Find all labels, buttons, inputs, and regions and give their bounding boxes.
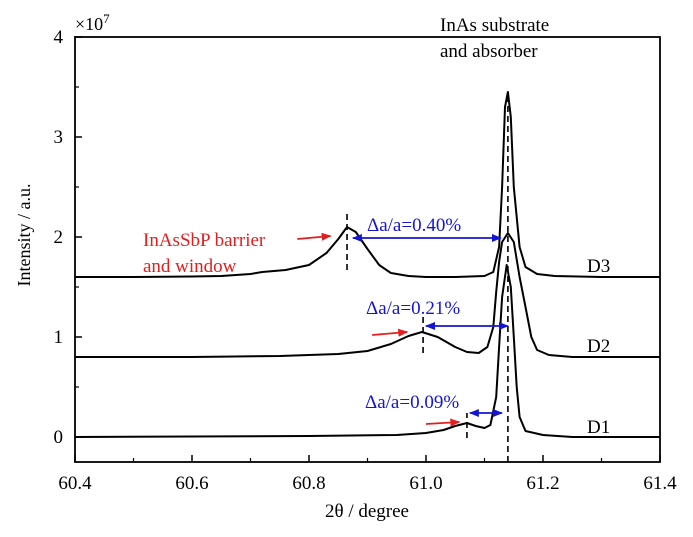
substrate-label-line1: InAs substrate bbox=[440, 15, 549, 36]
strain-label-2: Δa/a=0.09% bbox=[365, 392, 459, 413]
x-tick-label: 60.8 bbox=[292, 473, 325, 494]
barrier-arrow bbox=[297, 232, 332, 241]
x-tick-label: 60.6 bbox=[175, 473, 208, 494]
barrier-arrow bbox=[425, 418, 461, 427]
x-axis-title: 2θ / degree bbox=[325, 501, 409, 522]
series-line-d2 bbox=[75, 232, 660, 358]
y-tick-label: 4 bbox=[54, 27, 64, 48]
series-line-d3 bbox=[75, 91, 660, 278]
series-line-d1 bbox=[74, 264, 660, 438]
y-tick-label: 2 bbox=[54, 227, 64, 248]
barrier-label-line1: InAsSbP barrier bbox=[143, 230, 266, 251]
series-label-d1: D1 bbox=[587, 417, 610, 438]
barrier-arrow bbox=[372, 328, 409, 337]
substrate-label-line2: and absorber bbox=[440, 41, 538, 62]
series-label-d3: D3 bbox=[587, 256, 610, 277]
y-tick-label: 3 bbox=[54, 127, 64, 148]
x-tick-label: 61.0 bbox=[409, 473, 442, 494]
barrier-label-line2: and window bbox=[143, 256, 237, 277]
series-label-d2: D2 bbox=[587, 336, 610, 357]
x-tick-label: 61.4 bbox=[643, 473, 677, 494]
x-tick-label: 60.4 bbox=[58, 473, 92, 494]
y-axis-title: Intensity / a.u. bbox=[14, 184, 34, 287]
strain-label-1: Δa/a=0.21% bbox=[366, 298, 460, 319]
strain-label-0: Δa/a=0.40% bbox=[367, 215, 461, 236]
y-tick-label: 0 bbox=[54, 427, 64, 448]
y-tick-label: 1 bbox=[54, 327, 64, 348]
x-tick-label: 61.2 bbox=[526, 473, 559, 494]
y-multiplier: ×107 bbox=[75, 11, 110, 34]
